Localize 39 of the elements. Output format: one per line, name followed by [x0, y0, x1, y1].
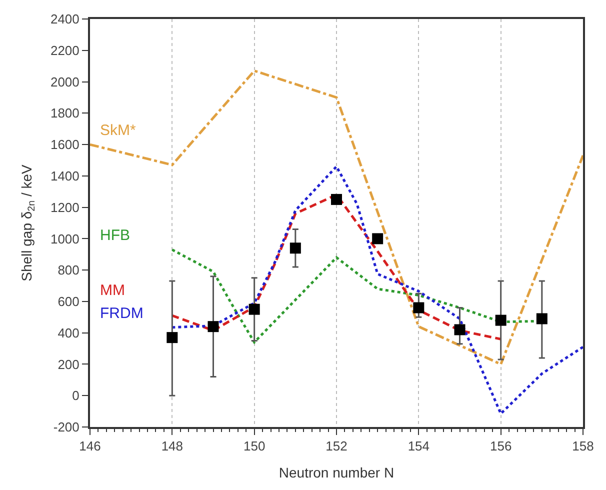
point: [248, 304, 260, 315]
line-series: [170, 165, 583, 415]
x-tick-label: 146: [79, 438, 101, 454]
text: MM: [100, 282, 125, 299]
y-tick-label: 200: [58, 356, 80, 372]
y-tick-label: 800: [58, 262, 80, 278]
y-tick-label: 2000: [50, 74, 80, 90]
point: [208, 321, 219, 332]
x-tick-label: 158: [572, 438, 594, 454]
y-tick-label: 0: [72, 388, 80, 404]
y-tick-label: 2400: [50, 12, 80, 27]
y-tick-label: 1800: [50, 106, 80, 121]
x-tick-label: 156: [490, 438, 512, 454]
point: [166, 332, 178, 344]
y-tick-label: 1400: [50, 168, 80, 184]
series-label: FRDM: [100, 305, 144, 322]
y-tick-label: 1000: [50, 231, 80, 246]
y-tick-label: -200: [53, 420, 80, 435]
y-tick-label: 2200: [50, 42, 80, 58]
line-series: [90, 70, 583, 366]
point: [495, 314, 506, 326]
y-tick-label: 1200: [50, 200, 80, 215]
x-tick-label: 150: [243, 438, 266, 454]
point: [536, 313, 548, 324]
y-tick-label: 1600: [50, 137, 80, 152]
x-axis-title: Neutron number N: [278, 464, 394, 480]
line-series: [170, 194, 502, 340]
y-tick-label: 400: [58, 325, 80, 340]
point: [372, 233, 384, 244]
text: HFB: [100, 227, 130, 244]
point: [413, 302, 424, 314]
point: [454, 324, 466, 336]
point: [331, 194, 342, 205]
x-tick-label: 148: [161, 438, 184, 454]
x-tick-label: 154: [408, 438, 430, 454]
point: [290, 242, 301, 254]
x-tick-label: 152: [326, 438, 348, 454]
y-tick-label: 600: [58, 294, 80, 310]
series-label: SkM*: [100, 122, 136, 139]
